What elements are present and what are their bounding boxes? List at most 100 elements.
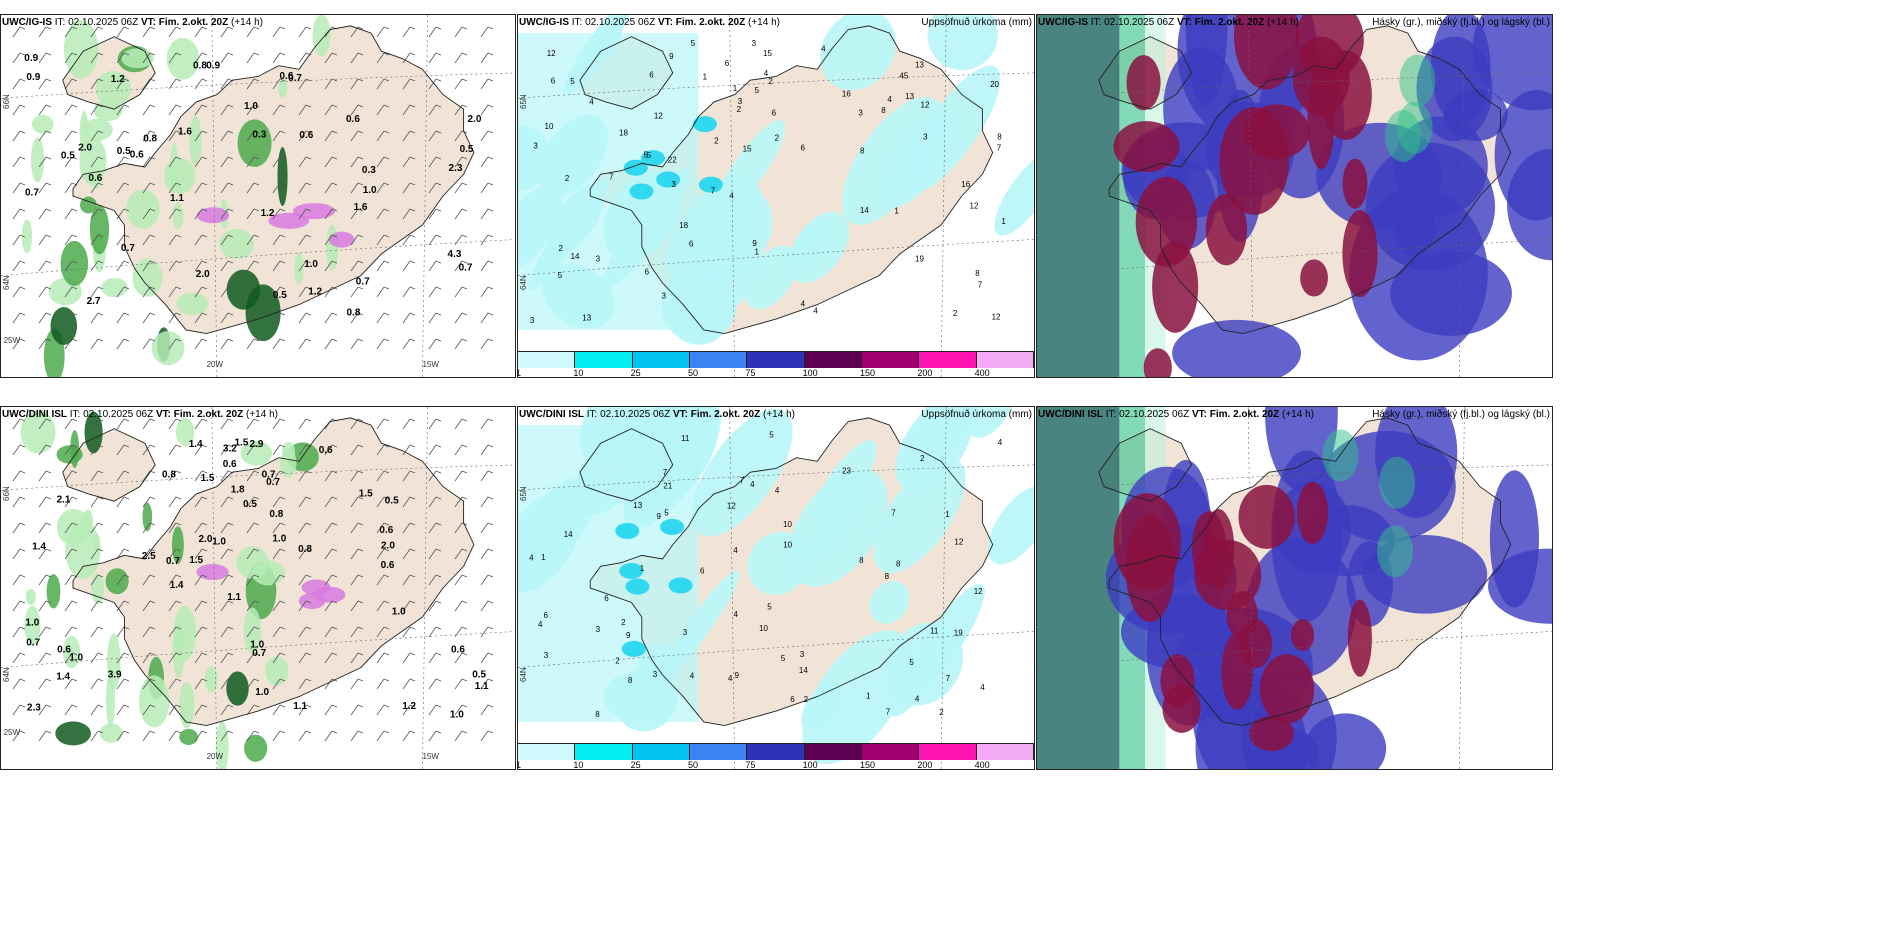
value-label: 2.0 bbox=[468, 114, 482, 125]
wind-barb-flag bbox=[45, 600, 52, 604]
wind-barb-flag bbox=[331, 78, 338, 82]
map-canvas: 6710731244423312118109125721131281419118… bbox=[518, 407, 1034, 769]
wind-barb bbox=[12, 730, 21, 742]
wind-barb-flag bbox=[201, 418, 208, 422]
value-label: 1 bbox=[541, 553, 546, 562]
wind-barb bbox=[428, 78, 437, 90]
value-label: 2 bbox=[953, 309, 958, 318]
wind-barb bbox=[64, 130, 73, 142]
wind-barb-flag bbox=[305, 260, 312, 264]
value-label: 4.3 bbox=[448, 249, 462, 260]
colorbar-tick-label: 150 bbox=[860, 368, 876, 378]
wind-barb bbox=[116, 26, 125, 38]
value-label: 2 bbox=[939, 708, 944, 717]
wind-barb-flag bbox=[71, 652, 78, 656]
value-label: 23 bbox=[842, 466, 851, 475]
value-label: 0.3 bbox=[362, 165, 376, 176]
wind-barb-flag bbox=[279, 156, 286, 160]
value-label: 0.5 bbox=[243, 499, 257, 510]
value-label: 12 bbox=[727, 502, 736, 511]
graticule bbox=[1037, 15, 1552, 377]
wind-barb bbox=[480, 156, 489, 168]
wind-barb-flag bbox=[149, 548, 156, 552]
wind-barb-flag bbox=[227, 208, 234, 212]
value-label: 22 bbox=[668, 156, 677, 165]
wind-barb bbox=[246, 600, 255, 612]
value-label: 2.0 bbox=[199, 534, 213, 545]
wind-barb bbox=[246, 678, 255, 690]
value-label: 21 bbox=[663, 482, 672, 491]
wind-barb-flag bbox=[279, 338, 286, 342]
value-label: 2.3 bbox=[449, 163, 463, 174]
wind-barb-flag bbox=[201, 78, 208, 82]
wind-barb-flag bbox=[487, 338, 494, 342]
wind-barb-flag bbox=[45, 496, 52, 500]
wind-barb bbox=[12, 626, 21, 638]
wind-barb bbox=[480, 548, 489, 560]
wind-barb bbox=[428, 678, 437, 690]
wind-barb-flag bbox=[357, 26, 364, 30]
wind-barb-flag bbox=[305, 704, 312, 708]
wind-barb bbox=[402, 574, 411, 586]
wind-barb bbox=[428, 444, 437, 456]
wind-barb-flag bbox=[279, 418, 286, 422]
precip-blob bbox=[91, 533, 101, 550]
panel-title-vt-label: VT: Fim. 2.okt. 20Z bbox=[657, 17, 746, 28]
value-label: 5 bbox=[644, 151, 649, 160]
wind-barb-flag bbox=[253, 130, 260, 134]
precip-blob bbox=[121, 48, 154, 69]
wind-barb-flag bbox=[71, 600, 78, 604]
colorbar-swatch bbox=[861, 744, 920, 760]
value-label: 12 bbox=[921, 101, 930, 110]
wind-barb-flag bbox=[227, 104, 234, 108]
wind-barb-flag bbox=[97, 182, 104, 186]
wind-barb-flag bbox=[175, 626, 182, 630]
wind-barb-flag bbox=[45, 234, 52, 238]
wind-barb-flag bbox=[201, 286, 208, 290]
wind-barb bbox=[298, 260, 307, 272]
wind-barb-flag bbox=[71, 730, 78, 734]
wind-barb-flag bbox=[435, 600, 442, 604]
wind-barb-flag bbox=[409, 104, 416, 108]
wind-barb bbox=[194, 182, 203, 194]
wind-barb-flag bbox=[123, 286, 130, 290]
wind-barb bbox=[90, 26, 99, 38]
value-label: 1.2 bbox=[261, 208, 275, 219]
value-label: 6 bbox=[725, 59, 730, 68]
wind-barb-flag bbox=[461, 78, 468, 82]
wind-barb bbox=[376, 338, 385, 350]
coastline bbox=[1098, 428, 1193, 502]
wind-barb bbox=[324, 130, 333, 142]
wind-barb bbox=[168, 26, 177, 38]
panel-title: UWC/IG-IS IT: 02.10.2025 06Z VT: Fim. 2.… bbox=[2, 17, 263, 28]
wind-barb-flag bbox=[331, 704, 338, 708]
wind-barb bbox=[64, 418, 73, 430]
wind-barb bbox=[428, 130, 437, 142]
wind-barb bbox=[428, 26, 437, 38]
wind-barb-flag bbox=[305, 418, 312, 422]
wind-barb bbox=[220, 312, 229, 324]
value-label: 12 bbox=[970, 202, 979, 211]
wind-barb bbox=[402, 678, 411, 690]
wind-barb-flag bbox=[383, 418, 390, 422]
wind-barb bbox=[376, 730, 385, 742]
wind-barb bbox=[220, 548, 229, 560]
wind-barb bbox=[194, 208, 203, 220]
wind-barb-flag bbox=[357, 678, 364, 682]
wind-barb-flag bbox=[331, 130, 338, 134]
wind-barb-flag bbox=[487, 312, 494, 316]
wind-barb bbox=[12, 208, 21, 220]
wind-barb bbox=[38, 208, 47, 220]
cloud-low-area bbox=[1488, 548, 1552, 624]
wind-barb bbox=[116, 418, 125, 430]
wind-barb-flag bbox=[461, 104, 468, 108]
wind-barb-flag bbox=[97, 626, 104, 630]
wind-barb-flag bbox=[409, 418, 416, 422]
wind-barb bbox=[220, 470, 229, 482]
wind-barb-flag bbox=[461, 208, 468, 212]
value-label: 3.2 bbox=[223, 443, 237, 454]
wind-barb bbox=[324, 730, 333, 742]
wind-barb bbox=[324, 208, 333, 220]
wind-barb bbox=[376, 626, 385, 638]
wind-barb-flag bbox=[123, 208, 130, 212]
